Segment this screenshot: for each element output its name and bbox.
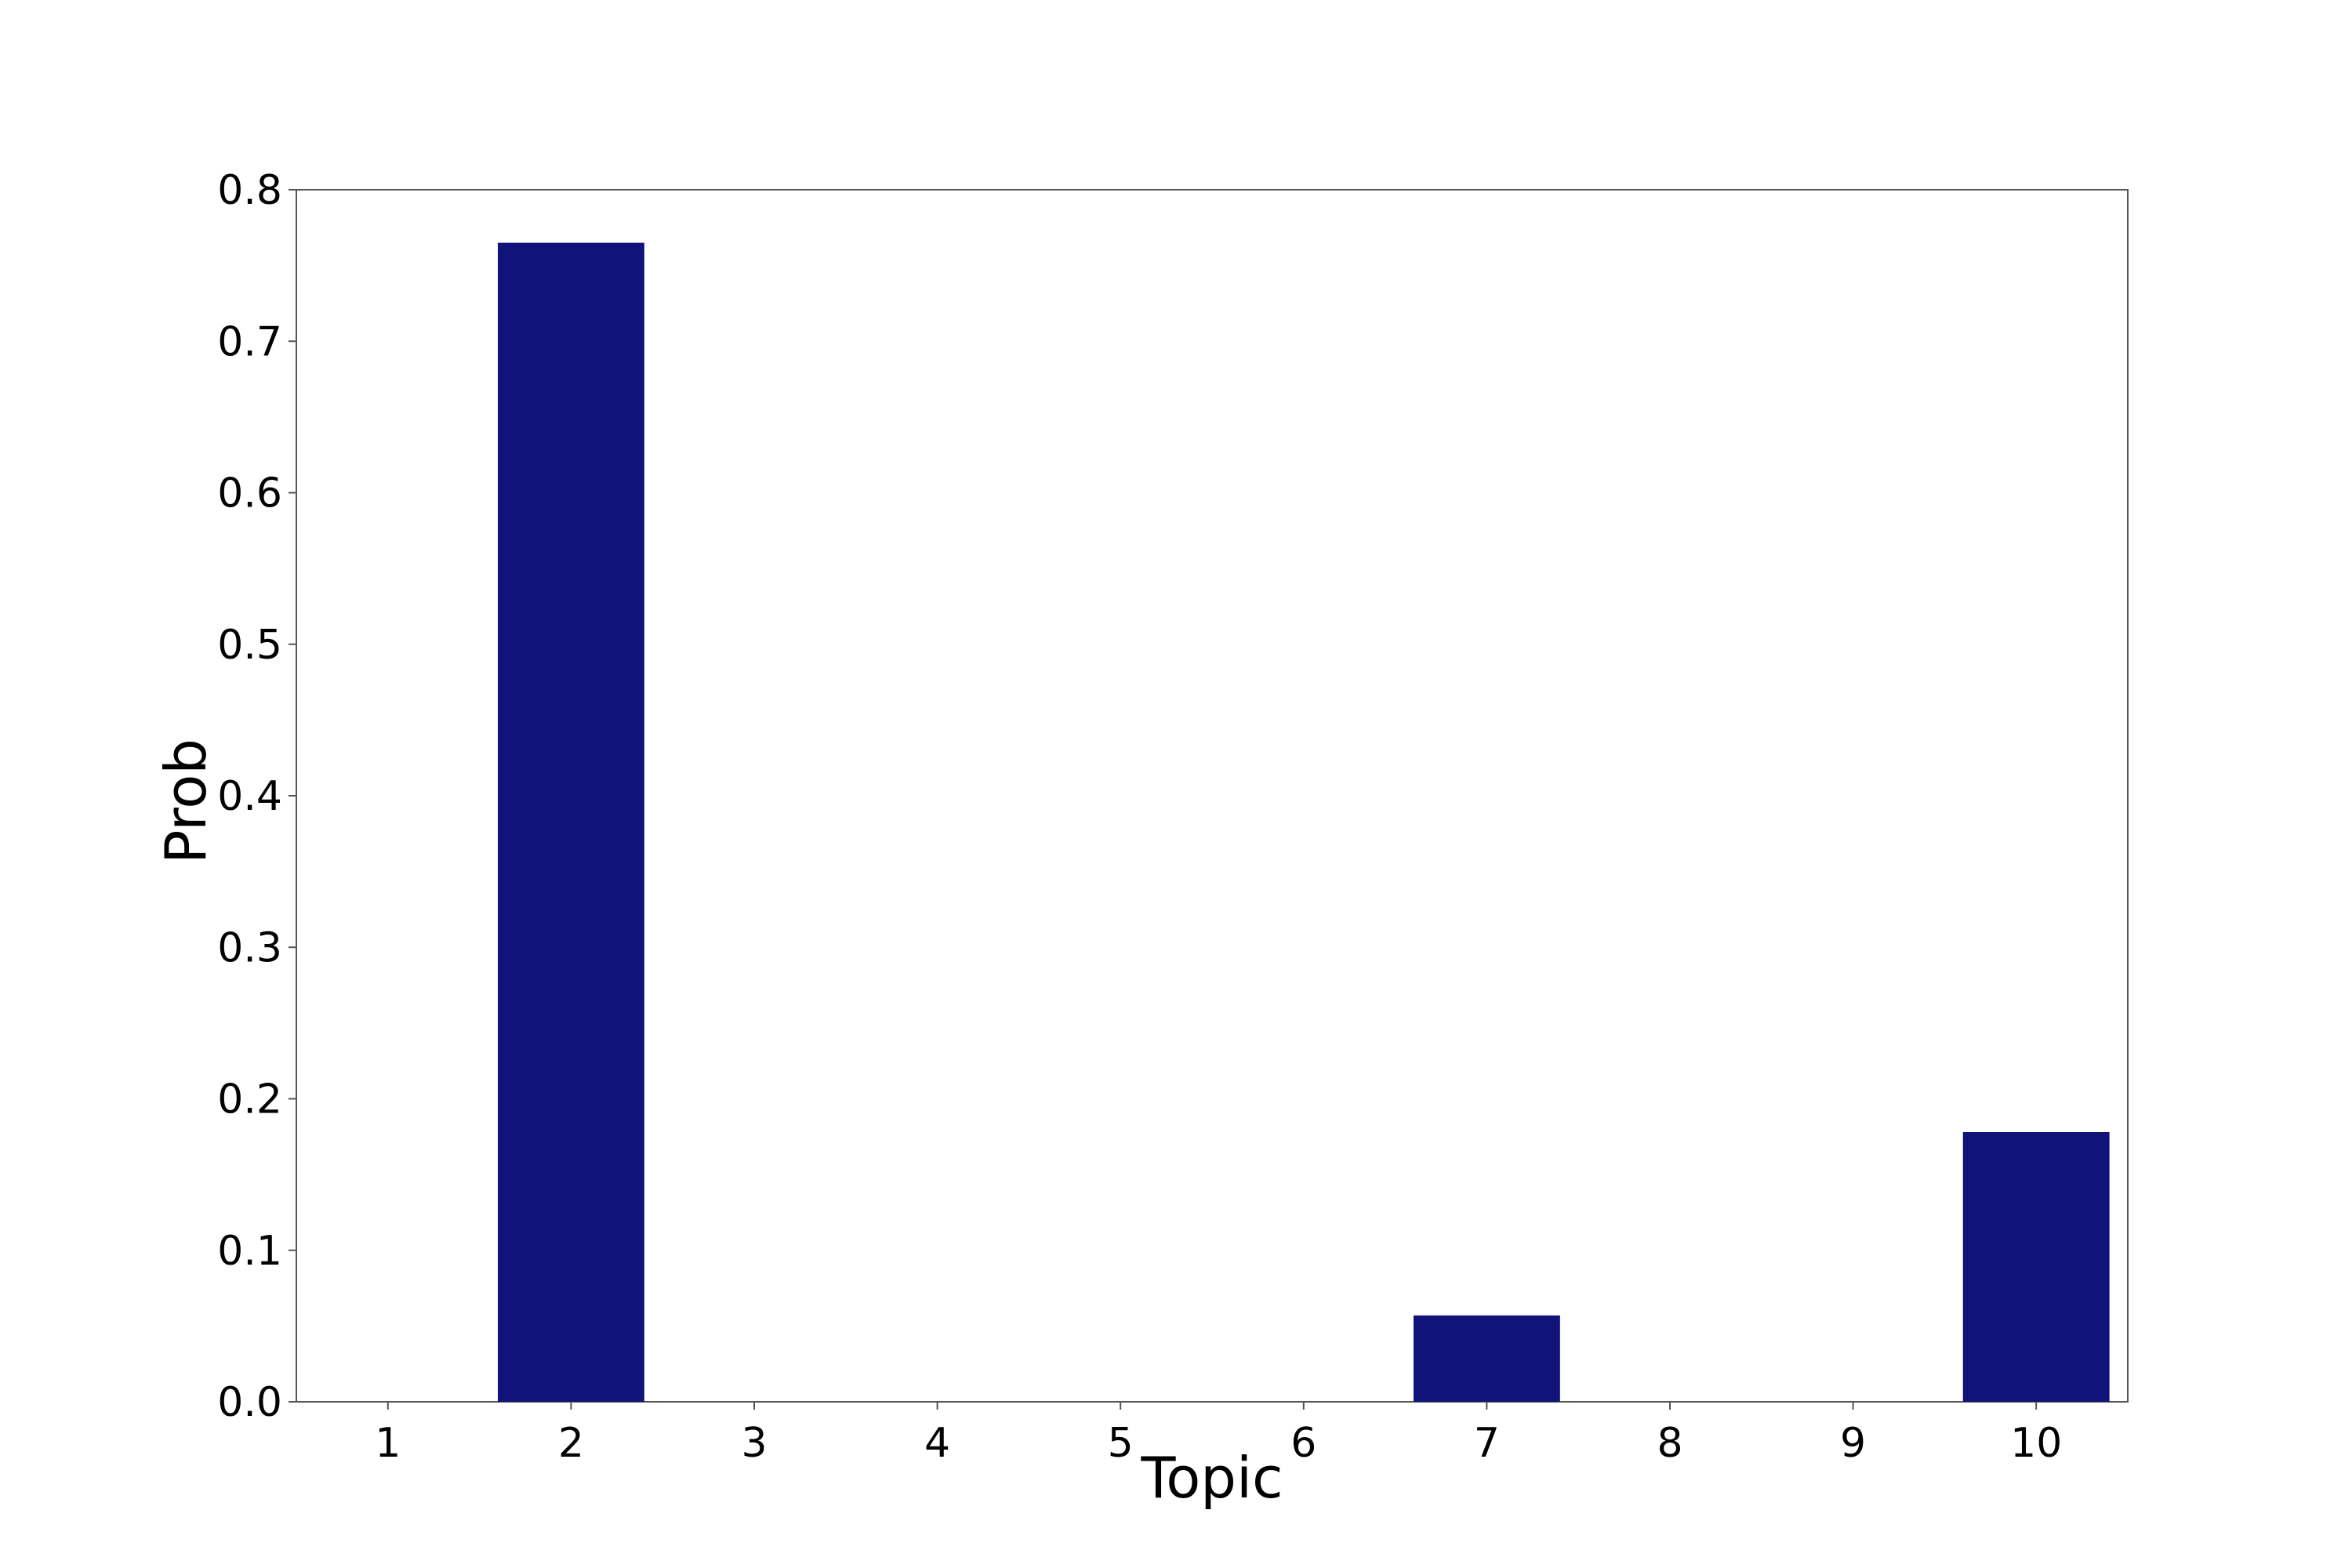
bar-topic-10 xyxy=(1962,1132,2110,1402)
x-tick-label: 4 xyxy=(924,1420,950,1467)
x-tick-label: 2 xyxy=(558,1420,584,1467)
bars-group xyxy=(497,242,2110,1403)
x-tick-label: 5 xyxy=(1108,1420,1134,1467)
x-axis-title: Topic xyxy=(1140,1445,1283,1511)
x-tick-label: 3 xyxy=(741,1420,767,1467)
y-axis-title: Prob xyxy=(153,739,219,864)
x-tick-label: 6 xyxy=(1290,1420,1316,1467)
y-tick-label: 0.1 xyxy=(217,1228,282,1275)
y-tick-label: 0.4 xyxy=(217,773,282,820)
y-tick-label: 0.6 xyxy=(217,470,282,517)
y-axis: 0.0 0.1 0.2 0.3 0.4 0.5 0.6 0.7 0.8 xyxy=(217,167,296,1426)
y-tick-label: 0.0 xyxy=(217,1379,282,1426)
x-axis: 1 2 3 4 5 6 7 8 9 10 xyxy=(375,1402,2062,1467)
y-tick-label: 0.8 xyxy=(217,167,282,214)
y-tick-label: 0.7 xyxy=(217,318,282,365)
x-tick-label: 10 xyxy=(2010,1420,2062,1467)
y-tick-label: 0.3 xyxy=(217,924,282,971)
x-tick-label: 9 xyxy=(1840,1420,1866,1467)
bar-topic-2 xyxy=(497,242,644,1403)
x-tick-label: 7 xyxy=(1474,1420,1500,1467)
y-tick-label: 0.2 xyxy=(217,1076,282,1123)
bar-topic-7 xyxy=(1413,1315,1560,1402)
y-tick-label: 0.5 xyxy=(217,622,282,669)
x-tick-label: 8 xyxy=(1657,1420,1682,1467)
x-tick-label: 1 xyxy=(375,1420,401,1467)
